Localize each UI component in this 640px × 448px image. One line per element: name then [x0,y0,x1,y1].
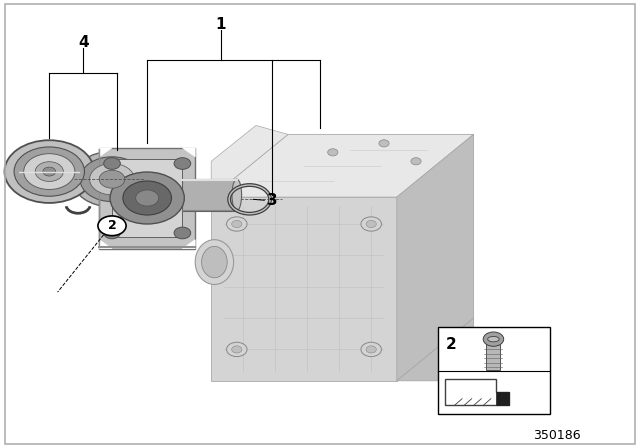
Circle shape [174,227,191,239]
Circle shape [227,342,247,357]
Circle shape [35,162,63,181]
Circle shape [366,220,376,228]
Bar [438,327,550,414]
Text: 1: 1 [216,17,226,32]
Text: 2: 2 [446,337,457,352]
Circle shape [232,346,242,353]
Polygon shape [211,125,288,197]
Polygon shape [182,240,195,249]
Text: 3: 3 [267,193,277,208]
Circle shape [361,217,381,231]
Ellipse shape [232,179,242,211]
Circle shape [104,158,120,169]
Polygon shape [211,134,474,197]
Text: 2: 2 [108,219,116,233]
Bar [486,343,500,370]
Polygon shape [211,197,397,381]
Polygon shape [99,240,112,249]
Circle shape [72,151,152,207]
Text: 4: 4 [78,35,88,50]
Polygon shape [397,134,474,381]
Circle shape [227,217,247,231]
Circle shape [483,332,504,346]
Circle shape [98,216,126,236]
Text: 350186: 350186 [533,429,580,442]
Circle shape [232,220,242,228]
Circle shape [174,158,191,169]
Polygon shape [182,148,195,157]
Circle shape [24,154,75,190]
Polygon shape [112,159,182,237]
Circle shape [123,181,172,215]
Circle shape [411,158,421,165]
Circle shape [328,149,338,156]
Circle shape [110,172,184,224]
Circle shape [4,140,94,203]
Ellipse shape [195,240,234,284]
Polygon shape [182,179,237,211]
Circle shape [43,167,56,176]
Polygon shape [99,148,195,249]
Ellipse shape [488,336,499,342]
Polygon shape [99,148,112,157]
Circle shape [379,140,389,147]
Ellipse shape [202,246,227,278]
Circle shape [80,157,144,202]
Circle shape [14,147,84,196]
Circle shape [361,342,381,357]
Circle shape [90,164,134,195]
Circle shape [104,227,120,239]
Circle shape [99,170,125,188]
Polygon shape [496,392,509,405]
Circle shape [136,190,159,206]
Polygon shape [397,318,474,381]
Circle shape [366,346,376,353]
